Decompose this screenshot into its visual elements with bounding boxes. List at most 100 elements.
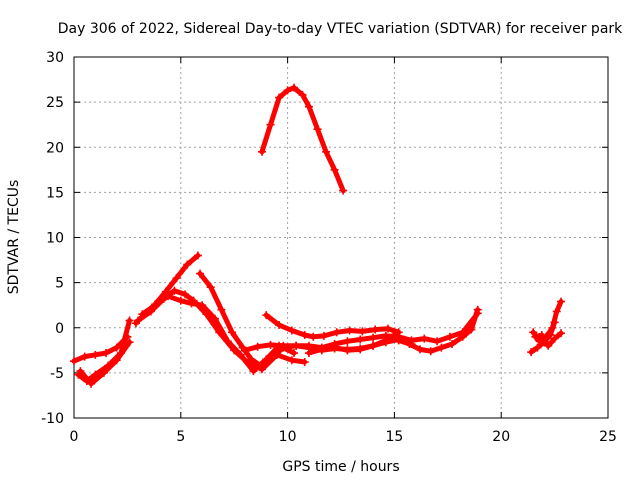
- data-point: [313, 125, 322, 134]
- x-tick-label: 10: [279, 429, 297, 445]
- y-tick-label: -5: [50, 366, 64, 382]
- data-point: [330, 343, 339, 352]
- series-arc-11: [304, 330, 399, 358]
- data-point: [537, 330, 546, 339]
- data-point: [548, 323, 557, 332]
- data-point: [416, 345, 425, 354]
- data-point: [343, 337, 352, 346]
- data-point: [343, 346, 352, 355]
- series-arc-7: [196, 269, 416, 371]
- data-point: [433, 337, 442, 346]
- data-point: [381, 336, 390, 345]
- data-point: [102, 349, 111, 358]
- data-point: [223, 337, 232, 346]
- grid-lines: [74, 57, 608, 418]
- data-point: [253, 342, 262, 351]
- x-tick-label: 0: [70, 429, 79, 445]
- data-point: [383, 324, 392, 333]
- data-point: [304, 102, 313, 111]
- x-tick-label: 5: [176, 429, 185, 445]
- data-point: [290, 349, 299, 358]
- data-point: [275, 321, 284, 330]
- chart-title: Day 306 of 2022, Sidereal Day-to-day VTE…: [58, 21, 623, 37]
- data-point: [531, 332, 540, 341]
- data-point: [322, 147, 331, 156]
- series-arc-12: [394, 305, 482, 356]
- data-point: [304, 349, 313, 358]
- data-point: [187, 299, 196, 308]
- data-point: [151, 301, 160, 310]
- data-point: [550, 334, 559, 343]
- y-tick-label: 25: [46, 95, 64, 111]
- data-point: [394, 328, 403, 337]
- data-point: [257, 147, 266, 156]
- data-point: [309, 332, 318, 341]
- data-point: [134, 316, 143, 325]
- data-point: [371, 325, 380, 334]
- data-point: [247, 355, 256, 364]
- data-point: [557, 329, 566, 338]
- data-point: [163, 292, 172, 301]
- data-point: [533, 343, 542, 352]
- series-arc-15: [531, 329, 566, 350]
- data-point: [332, 328, 341, 337]
- data-point: [473, 305, 482, 314]
- x-axis-label: GPS time / hours: [282, 459, 399, 475]
- y-tick-label: 10: [46, 231, 64, 247]
- data-point: [358, 327, 367, 336]
- data-point: [210, 314, 219, 323]
- data-point: [420, 334, 429, 343]
- data-point: [279, 341, 288, 350]
- data-point: [76, 367, 85, 376]
- data-point: [394, 336, 403, 345]
- data-point: [467, 325, 476, 334]
- data-point: [266, 120, 275, 129]
- data-point: [176, 296, 185, 305]
- data-point: [356, 345, 365, 354]
- data-point: [266, 340, 275, 349]
- data-series: [70, 83, 566, 388]
- data-point: [170, 286, 179, 295]
- data-point: [283, 86, 292, 95]
- data-point: [339, 186, 348, 195]
- data-point: [193, 251, 202, 260]
- data-point: [356, 335, 365, 344]
- y-axis-label: SDTVAR / TECUs: [6, 180, 22, 295]
- data-point: [345, 326, 354, 335]
- data-point: [183, 260, 192, 269]
- data-point: [330, 165, 339, 174]
- data-point: [70, 357, 78, 366]
- data-point: [304, 341, 313, 350]
- data-point: [236, 350, 245, 359]
- data-point: [300, 330, 309, 339]
- data-point: [181, 290, 190, 299]
- y-tick-label: 30: [46, 50, 64, 66]
- data-point: [319, 331, 328, 340]
- x-tick-label: 25: [599, 429, 617, 445]
- data-point: [437, 343, 446, 352]
- data-point: [99, 368, 108, 377]
- data-point: [91, 350, 100, 359]
- data-point: [535, 337, 544, 346]
- y-tick-label: 15: [46, 185, 64, 201]
- data-point: [217, 305, 226, 314]
- data-point: [80, 352, 89, 361]
- data-point: [544, 341, 553, 350]
- data-point: [552, 307, 561, 316]
- data-point: [112, 356, 121, 365]
- y-tick-label: 0: [55, 321, 64, 337]
- x-tick-label: 20: [492, 429, 510, 445]
- data-point: [125, 338, 134, 347]
- data-point: [298, 90, 307, 99]
- data-point: [257, 362, 266, 371]
- data-point: [390, 330, 399, 339]
- series-line: [263, 312, 402, 340]
- data-point: [198, 301, 207, 310]
- data-point: [262, 311, 271, 320]
- x-tick-label: 15: [385, 429, 403, 445]
- tick-labels: 0 5 10 15 20 25 -10 -5 0 5 10 15 20 25 30: [41, 50, 617, 445]
- data-point: [249, 367, 258, 376]
- data-point: [290, 83, 299, 92]
- y-tick-label: -10: [41, 411, 64, 427]
- data-point: [369, 341, 378, 350]
